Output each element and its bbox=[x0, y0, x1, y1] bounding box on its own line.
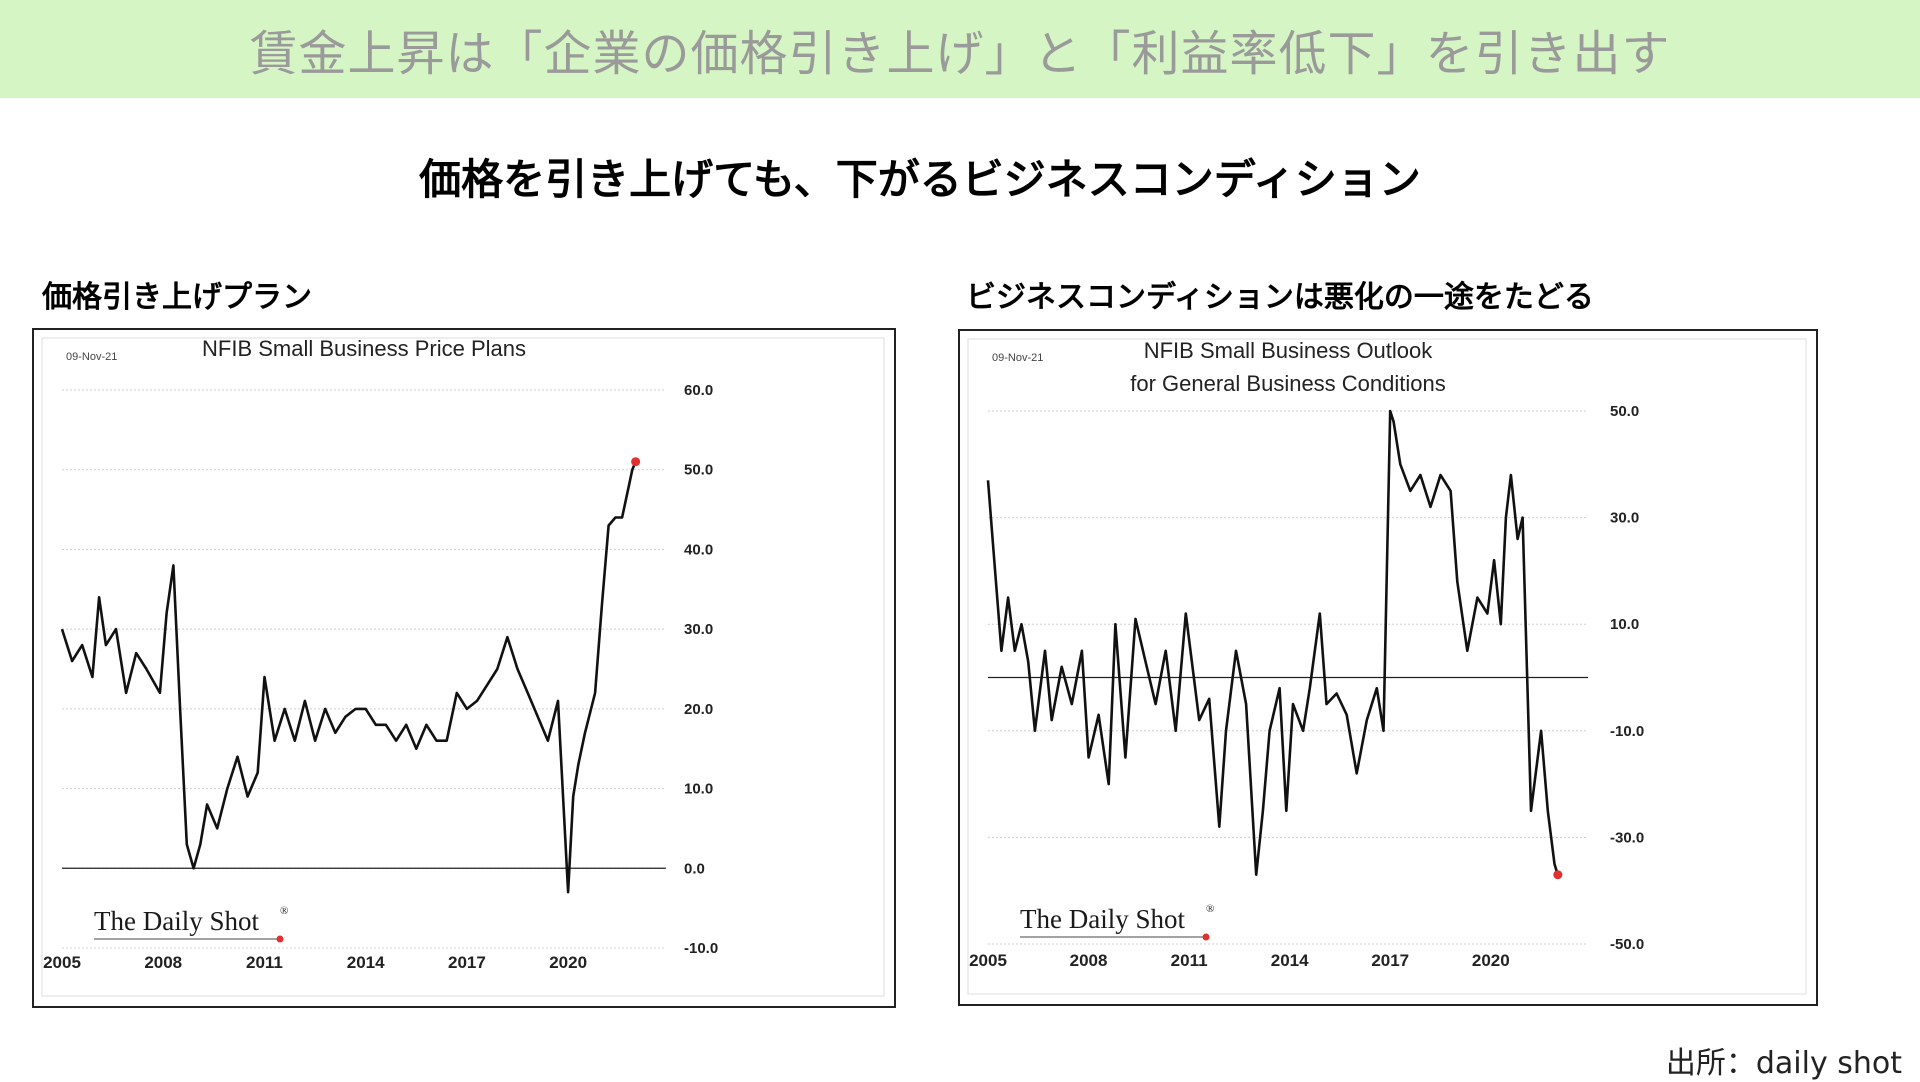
x-tick-label: 2017 bbox=[1371, 951, 1409, 970]
x-tick-label: 2017 bbox=[448, 953, 486, 972]
chart-title-line: NFIB Small Business Outlook bbox=[1144, 338, 1434, 363]
x-tick-label: 2005 bbox=[43, 953, 81, 972]
chart-title-line: for General Business Conditions bbox=[1130, 371, 1446, 396]
y-tick-label: 50.0 bbox=[1610, 403, 1639, 420]
banner: 賃金上昇は「企業の価格引き上げ」と「利益率低下」を引き出す bbox=[0, 0, 1920, 98]
series-end-marker bbox=[1553, 870, 1563, 880]
y-tick-label: 30.0 bbox=[1610, 510, 1639, 527]
y-tick-label: 40.0 bbox=[684, 541, 713, 558]
watermark-logo: The Daily Shot bbox=[1020, 904, 1185, 934]
date-stamp: 09-Nov-21 bbox=[66, 351, 117, 363]
series-line bbox=[60, 461, 637, 894]
y-tick-label: -10.0 bbox=[684, 940, 718, 957]
y-tick-label: 30.0 bbox=[684, 621, 713, 638]
chart-inner-frame bbox=[41, 337, 885, 997]
y-tick-label: -50.0 bbox=[1610, 936, 1644, 953]
y-tick-label: -10.0 bbox=[1610, 723, 1644, 740]
watermark-registered-mark: ® bbox=[280, 905, 288, 917]
y-tick-label: 60.0 bbox=[684, 382, 713, 399]
series-line bbox=[986, 409, 1560, 877]
y-tick-label: 0.0 bbox=[684, 860, 705, 877]
panel-label-right: ビジネスコンディションは悪化の一途をたどる bbox=[966, 280, 1594, 315]
source-note: 出所：daily shot bbox=[1665, 1046, 1902, 1081]
watermark-dot bbox=[1202, 933, 1210, 941]
business-outlook-chart-svg: 09-Nov-21 NFIB Small Business Outlook for … bbox=[967, 338, 1807, 995]
watermark-registered-mark: ® bbox=[1206, 903, 1214, 915]
x-tick-label: 2011 bbox=[1171, 951, 1208, 970]
x-tick-label: 2014 bbox=[1271, 951, 1309, 970]
price-plans-chart: 09-Nov-21 NFIB Small Business Price Plans… bbox=[32, 328, 896, 1008]
chart-inner-frame bbox=[967, 338, 1807, 995]
panel-label-left: 価格引き上げプラン bbox=[42, 280, 312, 315]
x-tick-label: 2008 bbox=[1070, 951, 1108, 970]
watermark-logo: The Daily Shot bbox=[94, 906, 259, 936]
slide-subtitle: 価格を引き上げても、下がるビジネスコンディション bbox=[419, 155, 1421, 204]
x-tick-label: 2011 bbox=[246, 953, 283, 972]
business-outlook-chart: 09-Nov-21 NFIB Small Business Outlook for … bbox=[958, 329, 1818, 1006]
date-stamp: 09-Nov-21 bbox=[992, 352, 1043, 364]
series-end-marker bbox=[631, 457, 641, 467]
y-tick-label: 50.0 bbox=[684, 462, 713, 479]
x-tick-label: 2020 bbox=[549, 953, 587, 972]
price-plans-chart-svg: 09-Nov-21 NFIB Small Business Price Plans… bbox=[41, 336, 885, 997]
y-tick-label: 10.0 bbox=[1610, 616, 1639, 633]
x-tick-label: 2014 bbox=[347, 953, 385, 972]
x-tick-label: 2020 bbox=[1472, 951, 1510, 970]
x-tick-label: 2005 bbox=[969, 951, 1007, 970]
y-tick-label: 10.0 bbox=[684, 781, 713, 798]
watermark-dot bbox=[276, 935, 284, 943]
chart-title-line: NFIB Small Business Price Plans bbox=[202, 336, 526, 361]
x-tick-label: 2008 bbox=[144, 953, 182, 972]
y-tick-label: -30.0 bbox=[1610, 829, 1644, 846]
y-tick-label: 20.0 bbox=[684, 701, 713, 718]
banner-title: 賃金上昇は「企業の価格引き上げ」と「利益率低下」を引き出す bbox=[249, 26, 1671, 82]
